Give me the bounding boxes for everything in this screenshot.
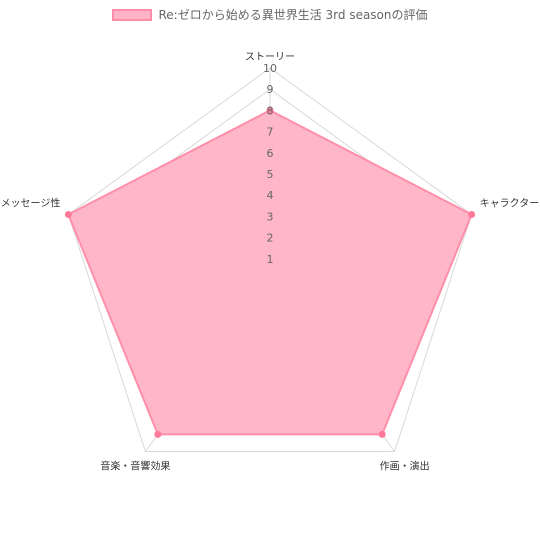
data-point[interactable]	[378, 430, 386, 438]
axis-label: キャラクター	[480, 197, 540, 209]
axis-label: 作画・演出	[380, 460, 430, 473]
axis-label: 音楽・音響効果	[100, 460, 170, 473]
tick-label: 4	[267, 189, 274, 202]
axis-label: ストーリー	[245, 52, 295, 63]
chart-legend[interactable]: Re:ゼロから始める異世界生活 3rd seasonの評価	[0, 6, 540, 23]
axis-label: メッセージ性	[1, 196, 61, 209]
data-point[interactable]	[468, 210, 476, 218]
tick-label: 6	[267, 147, 274, 160]
tick-label: 10	[263, 62, 277, 75]
data-point[interactable]	[154, 430, 162, 438]
tick-label: 8	[267, 104, 274, 117]
tick-label: 7	[267, 126, 274, 139]
tick-label: 1	[267, 253, 274, 266]
grid-ring	[67, 67, 473, 453]
legend-label: Re:ゼロから始める異世界生活 3rd seasonの評価	[158, 8, 428, 22]
radar-series	[64, 106, 476, 438]
radial-ticks: 1 2 3 4 5 6 7 8 9 10	[263, 62, 277, 266]
tick-label: 3	[267, 210, 274, 223]
series-area	[67, 109, 473, 436]
tick-label: 9	[267, 83, 274, 96]
legend-swatch	[112, 8, 153, 21]
tick-label: 2	[267, 232, 274, 245]
tick-label: 5	[267, 168, 274, 181]
data-point[interactable]	[266, 106, 274, 114]
data-point[interactable]	[64, 210, 72, 218]
